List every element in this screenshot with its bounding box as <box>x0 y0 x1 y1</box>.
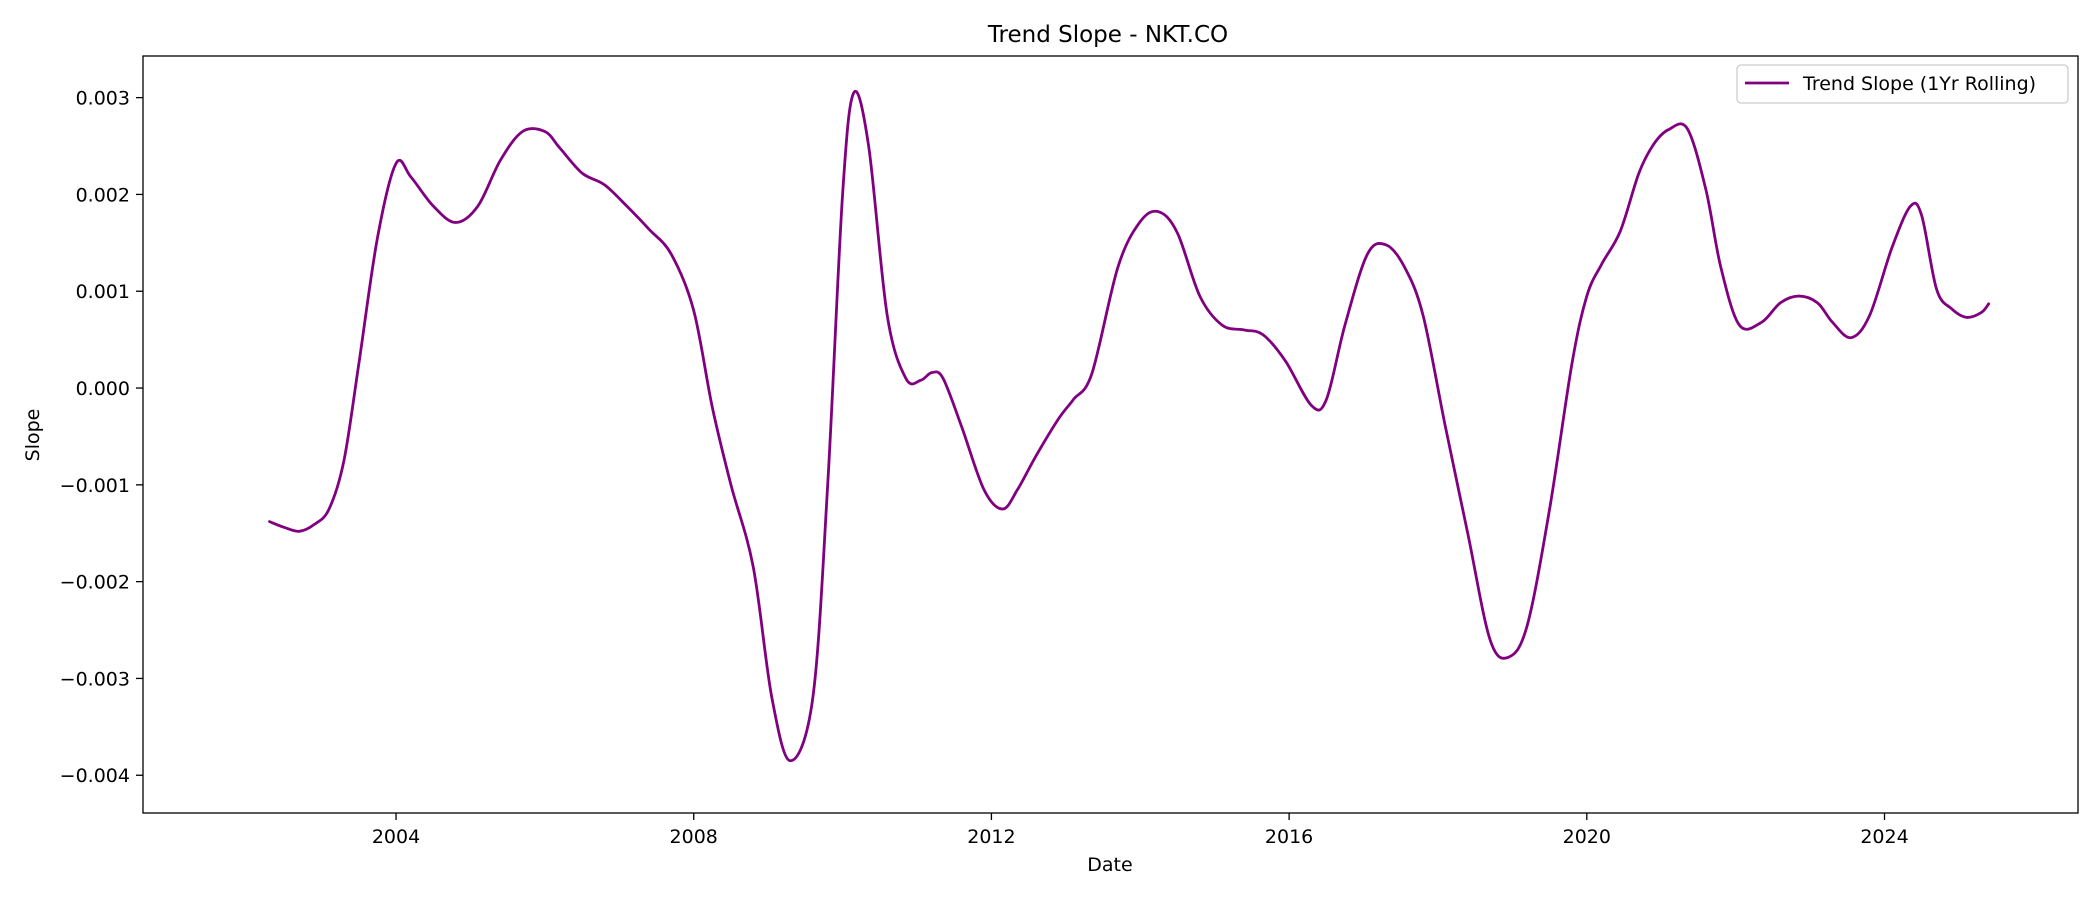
x-axis: 2004 2008 2012 2016 2020 2024 <box>372 813 1909 848</box>
x-tick-label: 2012 <box>967 826 1015 848</box>
y-tick-label: −0.002 <box>60 572 130 594</box>
x-axis-title: Date <box>1087 854 1132 876</box>
legend-label: Trend Slope (1Yr Rolling) <box>1802 73 2036 95</box>
y-tick-label: 0.002 <box>76 184 130 206</box>
plot-area <box>268 89 1991 763</box>
x-tick-label: 2024 <box>1860 826 1908 848</box>
y-axis: −0.004 −0.003 −0.002 −0.001 0.000 0.001 0.002 0… <box>60 88 143 787</box>
y-axis-title: Slope <box>22 409 44 462</box>
legend: Trend Slope (1Yr Rolling) <box>1736 64 2069 104</box>
x-tick-label: 2016 <box>1265 826 1313 848</box>
plot-frame <box>142 55 2079 814</box>
legend-box <box>1736 64 2069 104</box>
x-tick-label: 2004 <box>372 826 420 848</box>
y-tick-label: 0.003 <box>76 88 130 110</box>
y-tick-label: −0.003 <box>60 668 130 690</box>
y-tick-label: −0.001 <box>60 475 130 497</box>
series-line-0 <box>268 89 1991 763</box>
x-tick-label: 2020 <box>1563 826 1611 848</box>
x-tick-label: 2008 <box>670 826 718 848</box>
chart-title: Trend Slope - NKT.CO <box>987 22 1228 48</box>
y-tick-label: −0.004 <box>60 765 130 787</box>
y-tick-label: 0.001 <box>76 281 130 303</box>
y-tick-label: 0.000 <box>76 378 130 400</box>
